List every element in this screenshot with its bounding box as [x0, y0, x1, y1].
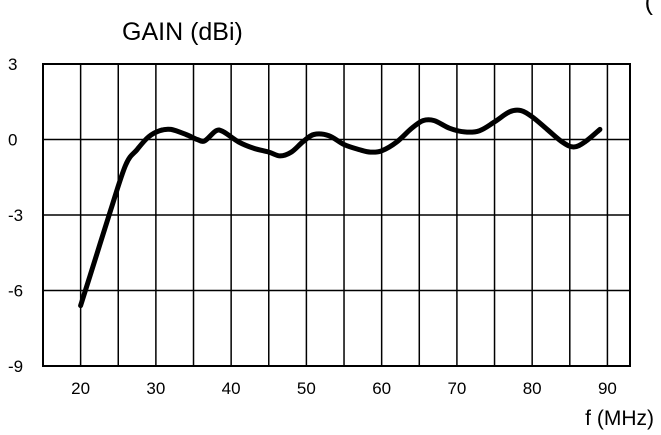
- y-tick-label: 0: [8, 131, 17, 150]
- y-tick-label: -9: [8, 357, 23, 376]
- x-axis-tick-labels: 20 30 40 50 60 70 80 90: [71, 379, 617, 398]
- plot-frame: [42, 63, 631, 367]
- gain-series-line: [78, 107, 603, 309]
- x-tick-label: 30: [146, 379, 165, 398]
- x-tick-label: 50: [297, 379, 316, 398]
- x-tick-label: 70: [447, 379, 466, 398]
- chart-title: GAIN (dBi): [122, 18, 243, 46]
- x-axis-label: f (MHz): [585, 407, 654, 430]
- chart-title-fragment: (: [645, 0, 654, 16]
- x-tick-label: 90: [598, 379, 617, 398]
- x-tick-label: 60: [372, 379, 391, 398]
- x-tick-label: 20: [71, 379, 90, 398]
- y-tick-label: -3: [8, 206, 23, 225]
- y-tick-label: -6: [8, 282, 23, 301]
- chart-grid: [43, 64, 630, 366]
- x-tick-label: 40: [222, 379, 241, 398]
- y-tick-label: 3: [8, 55, 17, 74]
- x-tick-label: 80: [523, 379, 542, 398]
- y-axis-tick-labels: 3 0 -3 -6 -9: [8, 55, 23, 376]
